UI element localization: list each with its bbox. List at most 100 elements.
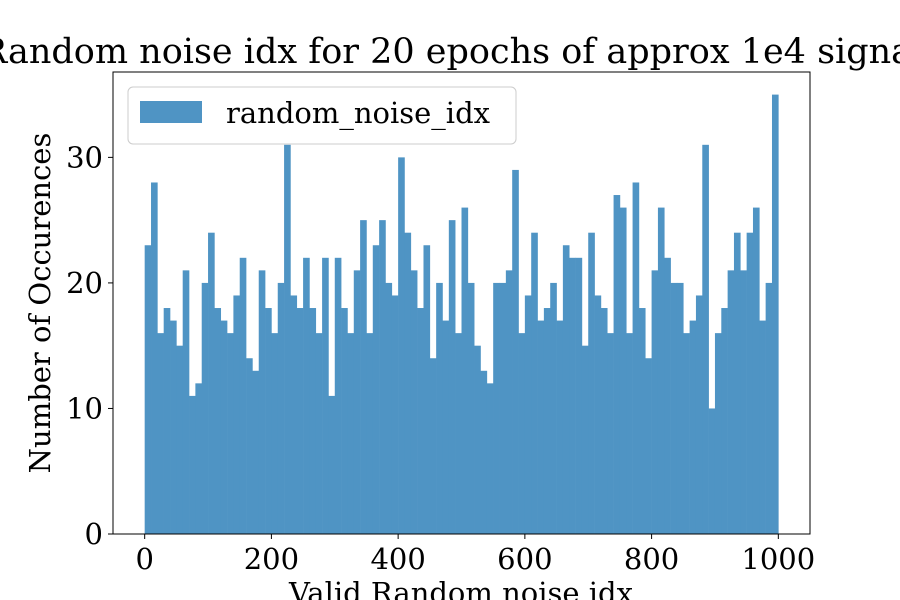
histogram-bar xyxy=(157,333,164,534)
histogram-bar xyxy=(505,270,513,534)
histogram-bar xyxy=(385,282,393,534)
histogram-bar xyxy=(404,232,412,534)
histogram-bar xyxy=(765,282,773,534)
histogram-bar xyxy=(638,308,646,534)
histogram-bar xyxy=(265,308,272,534)
histogram-bar xyxy=(600,308,608,534)
histogram-bar xyxy=(556,320,564,534)
histogram-bar xyxy=(695,295,703,534)
histogram-bar xyxy=(461,207,469,534)
histogram-bar xyxy=(391,295,399,534)
histogram-bar xyxy=(607,333,614,534)
histogram-bar xyxy=(613,195,621,535)
histogram-bar xyxy=(619,207,627,534)
y-axis-ticks: 0 10 20 30 xyxy=(66,140,113,551)
histogram-bar xyxy=(480,370,488,534)
histogram-bar xyxy=(360,220,367,535)
x-tick-label: 1000 xyxy=(741,542,815,576)
legend-swatch xyxy=(140,101,202,123)
histogram-bar xyxy=(208,232,215,534)
histogram-bar xyxy=(708,408,716,534)
x-tick-label: 800 xyxy=(624,542,679,576)
histogram-bar xyxy=(733,232,741,534)
histogram-bar xyxy=(423,245,431,534)
histogram-bar xyxy=(676,282,684,534)
x-axis-label: Valid Random noise idx xyxy=(288,576,633,600)
legend-frame xyxy=(127,86,517,145)
histogram-bar xyxy=(588,232,595,534)
x-tick-label: 400 xyxy=(370,542,425,576)
histogram-bar xyxy=(328,395,336,534)
histogram-bar xyxy=(518,333,526,534)
histogram-bar xyxy=(239,257,247,534)
x-axis-ticks: 0 200 400 600 800 1000 xyxy=(135,534,815,576)
histogram-bar xyxy=(531,232,538,534)
histogram-bar xyxy=(144,245,152,534)
histogram-bar xyxy=(657,207,665,534)
histogram-bar xyxy=(448,220,456,535)
histogram-bar xyxy=(182,270,190,534)
histogram-bar xyxy=(227,333,234,534)
y-tick-label: 20 xyxy=(66,266,103,300)
x-tick-label: 200 xyxy=(244,542,299,576)
histogram-bar xyxy=(284,144,291,534)
histogram-bar xyxy=(575,257,583,534)
legend: random_noise_idx xyxy=(127,86,517,145)
histogram-bar xyxy=(645,358,652,534)
y-tick-label: 10 xyxy=(66,391,103,425)
histogram-bar xyxy=(752,207,760,534)
histogram-bar xyxy=(303,257,310,534)
histogram-bar xyxy=(759,320,766,534)
y-tick-label: 0 xyxy=(85,517,103,551)
histogram-bar xyxy=(721,308,728,534)
y-axis-label: Number of Occurences xyxy=(23,133,57,474)
histogram-bar xyxy=(258,270,266,534)
histogram-bar xyxy=(252,370,260,534)
histogram-bar xyxy=(347,333,355,534)
histogram-bar xyxy=(543,308,551,534)
plot-frame xyxy=(112,71,811,535)
legend-label: random_noise_idx xyxy=(226,96,490,131)
histogram-bar xyxy=(379,220,386,535)
histogram-bar xyxy=(683,333,690,534)
histogram-bar xyxy=(632,182,640,534)
histogram-bar xyxy=(410,270,418,534)
histogram-bar xyxy=(436,282,443,534)
histogram-bar xyxy=(651,270,659,534)
histogram-bar xyxy=(486,383,494,534)
histogram-bar xyxy=(372,245,380,534)
x-tick-label: 0 xyxy=(135,542,153,576)
histogram-bar xyxy=(246,358,253,534)
y-tick-label: 30 xyxy=(66,140,103,174)
histogram-bar xyxy=(353,270,361,534)
histogram-bar xyxy=(562,245,570,534)
histogram-bar xyxy=(493,282,500,534)
histogram-bar xyxy=(499,282,507,534)
histogram-bar xyxy=(220,320,228,534)
histogram-bar xyxy=(664,257,671,534)
histogram-bar xyxy=(201,282,209,534)
histogram-bar xyxy=(214,308,222,534)
histogram-bar xyxy=(524,295,532,534)
histogram-bar xyxy=(189,395,196,534)
histogram-bar xyxy=(341,308,348,534)
histogram-bar xyxy=(670,282,678,534)
histogram-bar xyxy=(176,345,183,534)
histogram-bar xyxy=(163,308,171,534)
histogram-bar xyxy=(689,320,697,534)
histogram-bar xyxy=(771,94,779,534)
histogram-bar xyxy=(322,257,329,534)
histogram-bar xyxy=(569,257,576,534)
histogram-bar xyxy=(581,345,589,534)
histogram-bar xyxy=(467,282,475,534)
histogram-bar xyxy=(398,157,405,534)
histogram-bar xyxy=(417,308,424,534)
histogram-bar xyxy=(714,333,722,534)
histogram-bar xyxy=(296,308,304,534)
histogram-bar xyxy=(290,295,298,534)
histogram-bar xyxy=(550,282,557,534)
histogram-bar xyxy=(334,257,342,534)
histogram-bar xyxy=(195,383,203,534)
chart-title: Random noise idx for 20 epochs of approx… xyxy=(0,32,900,72)
